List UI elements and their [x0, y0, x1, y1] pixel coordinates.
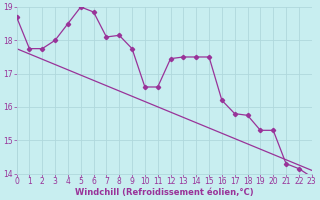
- X-axis label: Windchill (Refroidissement éolien,°C): Windchill (Refroidissement éolien,°C): [75, 188, 253, 197]
